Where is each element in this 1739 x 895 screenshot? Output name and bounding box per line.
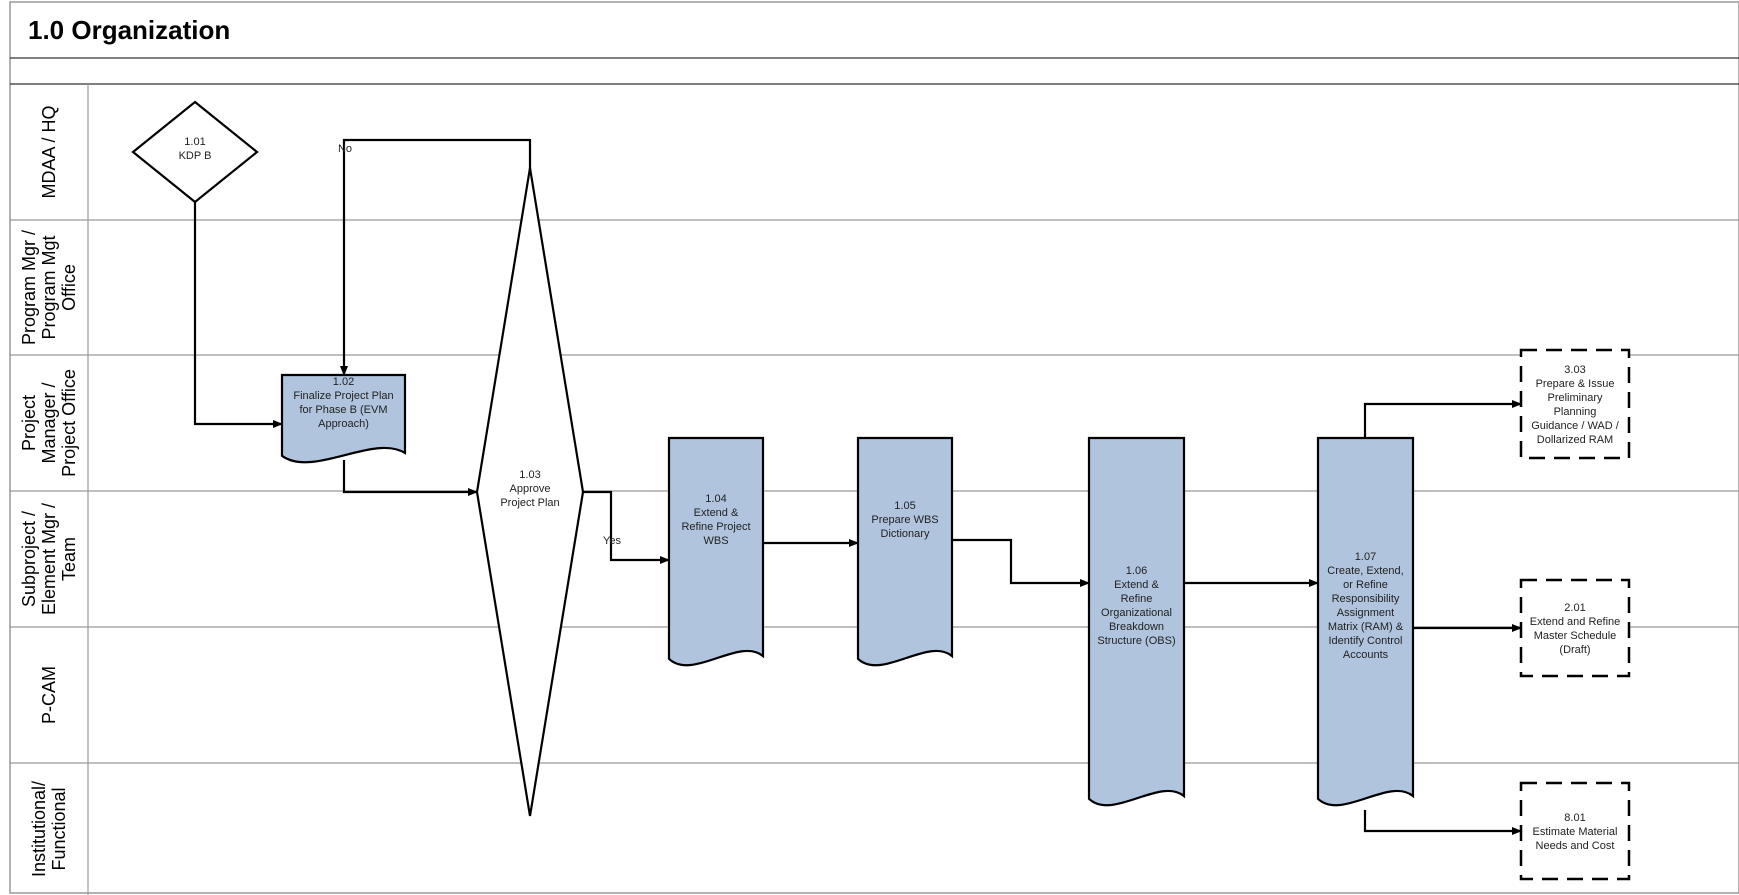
node-label: 1.07 Create, Extend, or Refine Responsibili… <box>1327 551 1403 661</box>
node-n303[interactable]: 3.03 Prepare & Issue Preliminary Planning Gu… <box>1519 348 1631 460</box>
connector-line <box>342 460 478 496</box>
edge-e107-303 <box>1363 400 1522 438</box>
node-n102[interactable]: 1.02 Finalize Project Plan for Phase B (EV… <box>280 373 407 464</box>
diagram-title: 1.0 Organization <box>28 15 230 45</box>
node-label: 1.04 Extend & Refine Project WBS <box>681 493 750 547</box>
connector-line <box>583 490 670 564</box>
node-n104[interactable]: 1.04 Extend & Refine Project WBS <box>667 436 765 667</box>
node-n201[interactable]: 2.01 Extend and Refine Master Schedule (Dra… <box>1519 578 1631 678</box>
node-n106[interactable]: 1.06 Extend & Refine Organizational Breakdow… <box>1087 436 1186 807</box>
swimlane-inst: Institutional/Functional <box>10 762 1739 877</box>
document-shape <box>1087 436 1186 807</box>
offpage-reference <box>1519 578 1631 678</box>
edge-e103-104 <box>583 490 670 564</box>
offpage-reference <box>1519 781 1631 881</box>
node-n103[interactable]: 1.03 Approve Project Plan <box>475 167 585 817</box>
node-label: 1.02 Finalize Project Plan for Phase B (EV… <box>293 376 393 430</box>
diagram-frame <box>9 1 1739 894</box>
lane-label-pgm: Program Mgr /Program MgtOffice <box>19 230 79 345</box>
connector-line <box>340 138 532 376</box>
connector-line <box>1363 810 1522 835</box>
edge-e101-102 <box>193 202 283 428</box>
node-label: 8.01 Estimate Material Needs and Cost <box>1533 812 1618 852</box>
lane-label-mdaa: MDAA / HQ <box>39 105 59 198</box>
node-label: 1.03 Approve Project Plan <box>500 469 559 509</box>
edge-label: No <box>338 143 352 155</box>
swimlane-pm: ProjectManager /Project Office <box>10 354 1739 477</box>
lane-label-inst: Institutional/Functional <box>29 781 69 877</box>
lane-label-sub: Subproject /Element Mgr /Team <box>19 503 79 615</box>
swimlane-sub: Subproject /Element Mgr /Team <box>10 490 1739 615</box>
node-label: 2.01 Extend and Refine Master Schedule (Dra… <box>1530 602 1621 656</box>
connector-line <box>952 538 1090 587</box>
connector-line <box>193 202 283 428</box>
edge-e103-102 <box>340 138 532 376</box>
node-label: 1.01 KDP B <box>179 136 212 162</box>
node-n801[interactable]: 8.01 Estimate Material Needs and Cost <box>1519 781 1631 881</box>
edge-e105-106 <box>952 538 1090 587</box>
swimlane-pgm: Program Mgr /Program MgtOffice <box>10 219 1739 345</box>
document-shape <box>280 373 407 464</box>
node-n101[interactable]: 1.01 KDP B <box>131 100 259 204</box>
edge-label: Yes <box>603 535 621 547</box>
document-shape <box>856 436 954 667</box>
offpage-reference <box>1519 348 1631 460</box>
node-n107[interactable]: 1.07 Create, Extend, or Refine Responsibili… <box>1316 436 1415 807</box>
node-label: 1.05 Prepare WBS Dictionary <box>871 500 938 540</box>
decision-diamond <box>475 167 585 817</box>
lane-label-pcam: P-CAM <box>39 666 59 724</box>
document-shape <box>667 436 765 667</box>
edge-e102-103 <box>342 460 478 496</box>
swimlane-mdaa: MDAA / HQ <box>39 105 59 198</box>
decision-diamond <box>131 100 259 204</box>
connector-line <box>1363 400 1522 438</box>
node-label: 3.03 Prepare & Issue Preliminary Planning Gu… <box>1531 364 1620 446</box>
document-shape <box>1316 436 1415 807</box>
edge-e107-801 <box>1363 810 1522 835</box>
node-label: 1.06 Extend & Refine Organizational Breakdow… <box>1097 565 1175 647</box>
node-n105[interactable]: 1.05 Prepare WBS Dictionary <box>856 436 954 667</box>
lane-label-pm: ProjectManager /Project Office <box>19 369 79 477</box>
